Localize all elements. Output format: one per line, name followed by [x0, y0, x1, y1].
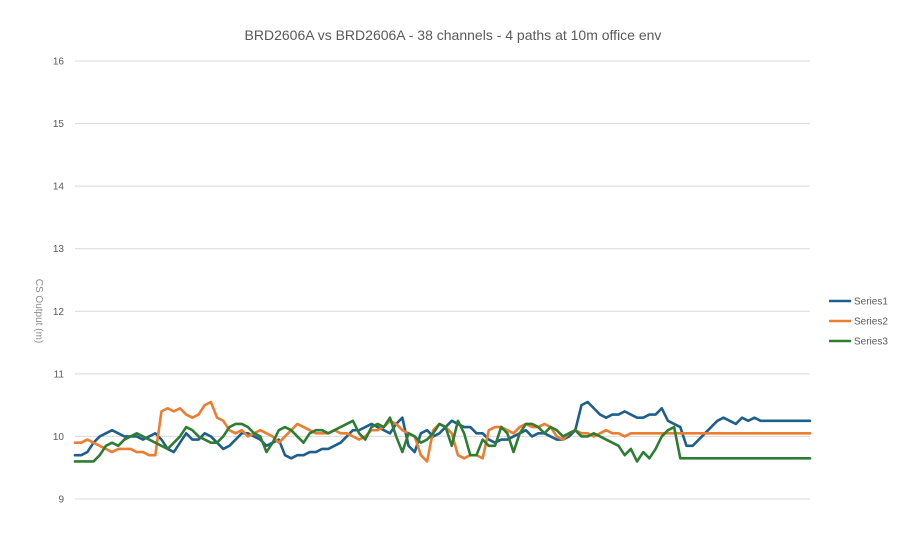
series-line-3	[73, 416, 812, 463]
y-tick-label: 16	[53, 57, 65, 68]
y-axis-tick-labels: 9 10 11 12 13 14 15 16	[53, 57, 65, 506]
y-tick-label: 13	[53, 244, 65, 255]
legend: Series1 Series2 Series3	[829, 297, 888, 348]
y-tick-label: 11	[54, 369, 65, 380]
chart-title: BRD2606A vs BRD2606A - 38 channels - 4 p…	[244, 27, 662, 43]
y-tick-label: 15	[53, 119, 65, 130]
y-tick-label: 9	[58, 495, 64, 506]
series-line-1	[73, 400, 812, 460]
legend-label-3: Series3	[854, 337, 888, 348]
series-lines	[73, 400, 812, 463]
gridlines	[75, 60, 810, 500]
legend-label-2: Series2	[854, 317, 888, 328]
legend-label-1: Series1	[854, 297, 888, 308]
y-tick-label: 12	[53, 307, 65, 318]
y-tick-label: 14	[53, 182, 65, 193]
y-tick-label: 10	[53, 432, 65, 443]
y-axis-title: CS Output (m)	[33, 279, 44, 343]
